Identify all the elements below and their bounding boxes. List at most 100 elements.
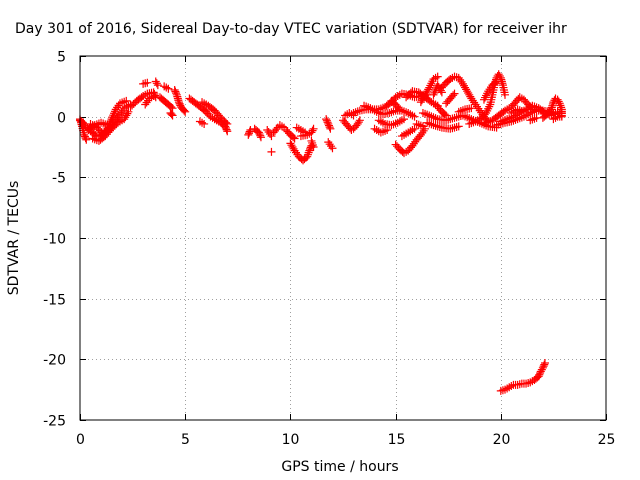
data-point	[536, 369, 545, 378]
data-point	[272, 125, 281, 134]
data-point	[454, 122, 463, 131]
data-point	[470, 98, 479, 107]
data-point	[495, 72, 504, 81]
data-point	[394, 103, 403, 112]
plot-frame	[79, 55, 607, 421]
data-point	[540, 360, 549, 369]
data-point	[410, 112, 419, 121]
data-point	[221, 118, 230, 127]
data-point	[292, 148, 301, 157]
data-point	[109, 111, 118, 120]
data-point	[181, 107, 190, 116]
data-point	[290, 134, 299, 143]
data-point	[256, 133, 265, 142]
data-point	[106, 117, 115, 126]
data-point	[406, 88, 415, 97]
data-point	[290, 146, 299, 155]
data-point	[167, 102, 176, 111]
data-point	[468, 96, 477, 105]
data-point	[142, 98, 151, 107]
data-point	[222, 125, 231, 134]
data-point	[325, 123, 334, 132]
data-point	[557, 103, 566, 112]
data-point	[471, 100, 480, 109]
data-point	[454, 73, 463, 82]
data-point	[309, 124, 318, 133]
data-point	[491, 78, 500, 87]
data-point	[327, 142, 336, 151]
data-point	[418, 128, 427, 137]
data-point	[263, 126, 272, 135]
data-point	[256, 131, 265, 140]
data-point	[328, 144, 337, 153]
x-tick-label: 20	[493, 432, 511, 448]
data-point	[303, 150, 312, 159]
data-point	[200, 119, 209, 128]
data-point	[308, 126, 317, 135]
data-point	[143, 78, 152, 87]
data-point	[519, 107, 528, 116]
data-point	[111, 105, 120, 114]
x-tick-label: 5	[181, 432, 190, 448]
data-point	[383, 126, 392, 135]
y-tick-label: -5	[52, 171, 66, 187]
data-point	[408, 141, 417, 150]
data-point	[440, 110, 449, 119]
data-point	[168, 111, 177, 120]
data-point	[266, 130, 275, 139]
data-point	[324, 138, 333, 147]
x-tick-label: 10	[282, 432, 300, 448]
data-point	[467, 104, 476, 113]
data-point	[123, 109, 132, 118]
data-point	[450, 89, 459, 98]
data-point	[442, 111, 451, 120]
data-point	[554, 97, 563, 106]
y-axis-label: SDTVAR / TECUs	[6, 181, 22, 296]
data-point	[418, 122, 427, 131]
data-point	[308, 140, 317, 149]
data-point	[501, 90, 510, 99]
data-point	[474, 104, 483, 113]
data-point	[180, 106, 189, 115]
data-point	[309, 143, 318, 151]
data-point	[400, 115, 409, 124]
data-point	[167, 110, 176, 119]
data-point	[433, 72, 442, 81]
data-point	[537, 365, 546, 374]
data-point	[409, 139, 418, 148]
data-point	[110, 109, 119, 118]
data-point	[245, 127, 254, 136]
x-tick-label: 25	[598, 432, 616, 448]
y-tick-label: -25	[43, 414, 66, 430]
y-tick-label: 5	[57, 50, 66, 66]
data-point	[429, 90, 438, 99]
data-point	[124, 107, 133, 116]
data-point	[82, 135, 91, 144]
data-point	[308, 138, 317, 147]
data-point	[103, 121, 112, 130]
data-point	[354, 118, 363, 127]
data-point	[149, 92, 158, 101]
data-point	[557, 112, 566, 121]
data-point	[395, 105, 404, 114]
data-point	[113, 103, 122, 112]
data-point	[303, 152, 312, 161]
y-tick-label: 0	[57, 111, 66, 127]
data-point	[117, 108, 126, 117]
data-point	[304, 148, 313, 157]
data-point	[141, 100, 150, 109]
data-point	[289, 133, 298, 142]
data-point	[485, 85, 494, 94]
data-point	[152, 79, 161, 88]
data-point	[107, 115, 116, 124]
data-point	[172, 89, 181, 98]
y-tick-label: -10	[43, 232, 66, 248]
data-point	[168, 104, 177, 113]
data-point	[115, 110, 124, 119]
data-point	[326, 124, 335, 133]
data-point	[108, 113, 117, 122]
data-point	[223, 119, 232, 128]
data-point	[475, 106, 484, 115]
